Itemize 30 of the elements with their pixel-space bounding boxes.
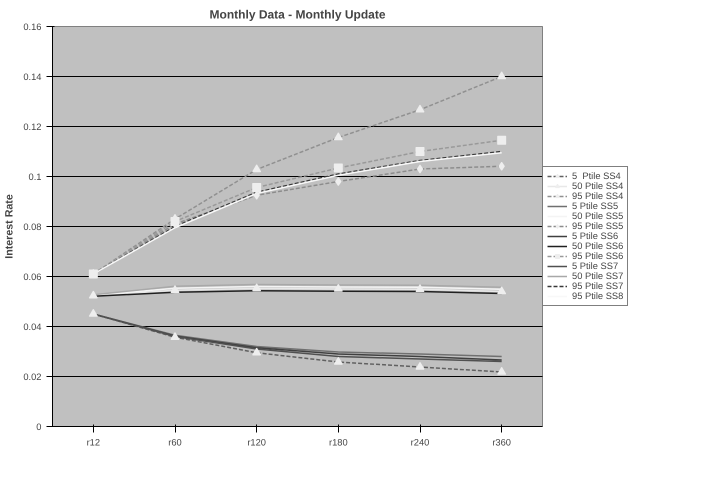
y-tick-label: 0.12 xyxy=(23,122,42,132)
legend-label: 5 Ptile SS4 xyxy=(572,171,621,181)
y-tick-label: 0.04 xyxy=(23,322,42,332)
legend-label: 95 Ptile SS4 xyxy=(572,191,624,201)
legend-label: 5 Ptile SS5 xyxy=(572,201,618,211)
y-tick-label: 0.08 xyxy=(23,222,42,232)
legend-label: 50 Ptile SS5 xyxy=(572,211,624,221)
legend-label: 50 Ptile SS4 xyxy=(572,181,624,191)
legend-label: 95 Ptile SS5 xyxy=(572,221,624,231)
legend-label: 95 Ptile SS7 xyxy=(572,281,624,291)
y-axis-title: Interest Rate xyxy=(3,194,16,259)
x-tick-label: r12 xyxy=(86,438,100,448)
x-tick-label: r240 xyxy=(410,438,430,448)
y-tick-label: 0.14 xyxy=(23,72,42,82)
y-tick-label: 0.06 xyxy=(23,272,42,282)
legend-label: 50 Ptile SS6 xyxy=(572,241,624,251)
x-tick-label: r60 xyxy=(168,438,182,448)
y-tick-label: 0 xyxy=(36,422,42,432)
legend-label: 95 Ptile SS6 xyxy=(572,251,624,261)
x-tick-label: r360 xyxy=(492,438,512,448)
y-tick-label: 0.1 xyxy=(28,172,42,182)
legend-label: 5 Ptile SS6 xyxy=(572,231,618,241)
legend-label: 50 Ptile SS7 xyxy=(572,271,624,281)
y-tick-label: 0.02 xyxy=(23,372,42,382)
legend-label: 5 Ptile SS7 xyxy=(572,261,618,271)
x-tick-label: r180 xyxy=(329,438,348,448)
x-tick-label: r120 xyxy=(247,438,266,448)
legend-label: 95 Ptile SS8 xyxy=(572,291,624,301)
chart-title: Monthly Data - Monthly Update xyxy=(210,8,386,22)
y-tick-label: 0.16 xyxy=(23,22,42,32)
